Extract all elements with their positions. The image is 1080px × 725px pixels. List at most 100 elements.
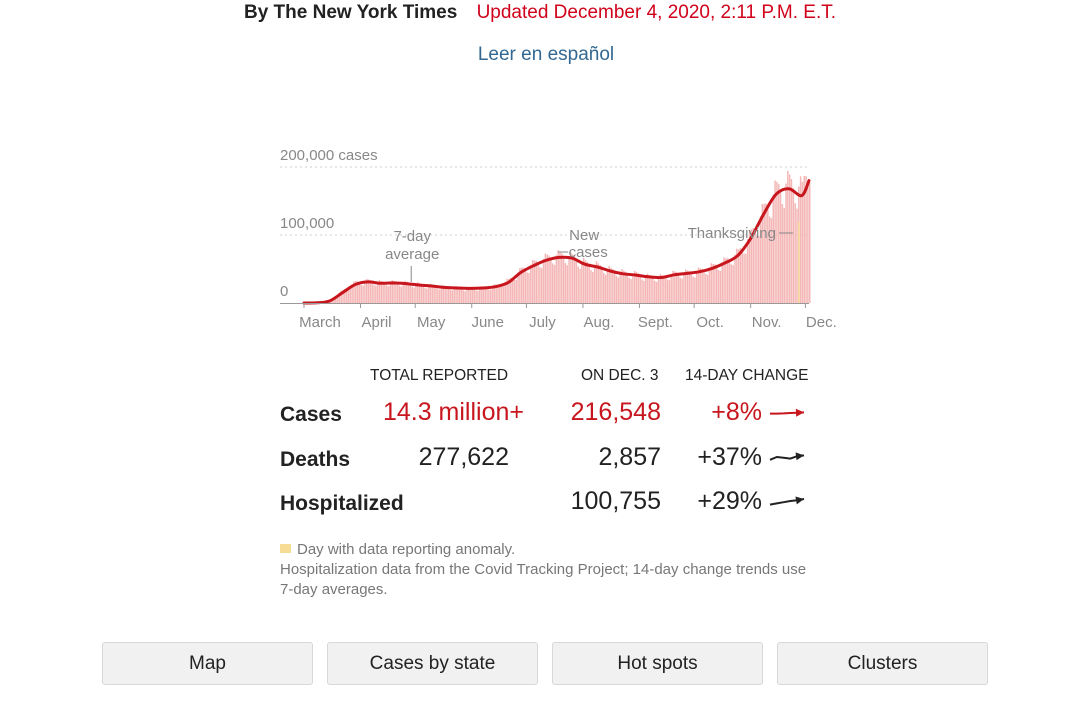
trend-arrow-icon <box>795 452 804 461</box>
daily-bar <box>659 274 661 303</box>
anomaly-legend: Day with data reporting anomaly. <box>280 540 820 560</box>
daily-bar <box>417 282 419 303</box>
daily-bar <box>778 184 780 303</box>
map-button[interactable]: Map <box>102 642 313 685</box>
annotation-7-day-average: 7-day <box>393 228 431 245</box>
daily-bar <box>763 203 765 303</box>
daily-bar <box>420 283 423 303</box>
daily-bar <box>528 273 530 303</box>
daily-bar <box>387 286 390 303</box>
annotation-thanksgiving: Thanksgiving <box>688 225 776 242</box>
daily-bar <box>648 275 651 303</box>
daily-bar <box>588 265 590 303</box>
daily-bar <box>796 208 798 303</box>
daily-bar <box>504 281 507 303</box>
x-tick-label: July <box>529 314 556 331</box>
daily-bar <box>593 264 596 303</box>
daily-bar <box>524 269 527 303</box>
daily-bar <box>407 282 410 303</box>
daily-bar <box>743 253 745 303</box>
daily-bar <box>805 175 807 303</box>
daily-bar <box>557 250 559 303</box>
daily-bar <box>345 288 348 303</box>
daily-bar <box>537 262 539 303</box>
daily-bar <box>340 290 342 303</box>
daily-bar <box>479 287 481 303</box>
daily-bar <box>402 282 404 303</box>
daily-bar <box>792 188 795 303</box>
daily-bar <box>701 268 703 303</box>
chart-average-line <box>302 179 811 305</box>
daily-bar <box>444 286 446 303</box>
daily-bar <box>690 273 692 303</box>
daily-bar <box>568 256 570 303</box>
daily-bar <box>734 254 736 303</box>
daily-bar <box>376 281 379 303</box>
daily-bar <box>732 265 734 303</box>
daily-bar <box>765 203 767 303</box>
daily-bar <box>741 249 744 303</box>
daily-bar <box>482 286 485 303</box>
daily-bar <box>646 273 649 303</box>
daily-bar <box>683 272 685 303</box>
daily-bar <box>457 286 459 303</box>
daily-bar <box>575 260 578 303</box>
daily-bar <box>705 274 707 303</box>
hospitalized-on-day: 100,755 <box>570 487 661 515</box>
cases-total: 14.3 million+ <box>382 398 524 426</box>
daily-bar <box>710 263 713 303</box>
daily-bar <box>803 175 805 303</box>
daily-bar <box>719 270 722 303</box>
daily-bar <box>639 275 641 303</box>
daily-bar <box>781 204 784 303</box>
daily-bar <box>630 279 632 303</box>
chart-daily-bars <box>304 170 811 303</box>
daily-bar <box>389 282 392 303</box>
daily-bar <box>517 272 519 303</box>
daily-bar <box>661 275 663 303</box>
daily-bar <box>770 218 773 303</box>
daily-bar <box>480 286 483 303</box>
cases-by-state-button[interactable]: Cases by state <box>327 642 538 685</box>
daily-bar <box>708 267 711 303</box>
daily-bar <box>590 270 592 303</box>
daily-bar <box>515 279 517 303</box>
daily-bar <box>697 267 700 303</box>
daily-bar <box>750 229 753 303</box>
daily-bar <box>586 262 589 303</box>
daily-bar <box>641 279 643 303</box>
daily-bar <box>677 274 680 303</box>
daily-bar <box>597 263 599 303</box>
daily-bar <box>511 278 514 303</box>
header-on-day: ON DEC. 3 <box>581 367 659 384</box>
daily-bar <box>584 260 587 303</box>
daily-bar <box>566 265 568 303</box>
daily-bar <box>347 289 350 303</box>
daily-bar <box>582 257 585 303</box>
daily-bar <box>754 229 756 303</box>
daily-bar <box>637 273 640 303</box>
daily-bar <box>663 275 665 303</box>
daily-bar <box>488 289 490 303</box>
daily-bar <box>464 291 466 303</box>
clusters-button[interactable]: Clusters <box>777 642 988 685</box>
hot-spots-button[interactable]: Hot spots <box>552 642 763 685</box>
row-label-hospitalized: Hospitalized <box>280 492 404 515</box>
daily-bar <box>522 267 525 303</box>
spanish-language-link[interactable]: Leer en español <box>477 44 615 65</box>
daily-bar <box>453 287 455 303</box>
daily-bar <box>716 266 718 303</box>
daily-bar <box>429 283 432 303</box>
header-total-reported: TOTAL REPORTED <box>370 367 509 384</box>
x-tick-label: Aug. <box>584 314 615 331</box>
daily-bar <box>604 274 607 303</box>
daily-bar <box>768 216 771 303</box>
daily-bar <box>458 287 461 303</box>
daily-bar <box>393 280 395 303</box>
daily-bar <box>471 287 474 303</box>
daily-bar <box>520 267 523 303</box>
daily-bar <box>395 281 397 303</box>
annotation-new-cases: New <box>569 227 599 244</box>
daily-bar <box>418 283 421 303</box>
daily-bar <box>695 271 698 303</box>
